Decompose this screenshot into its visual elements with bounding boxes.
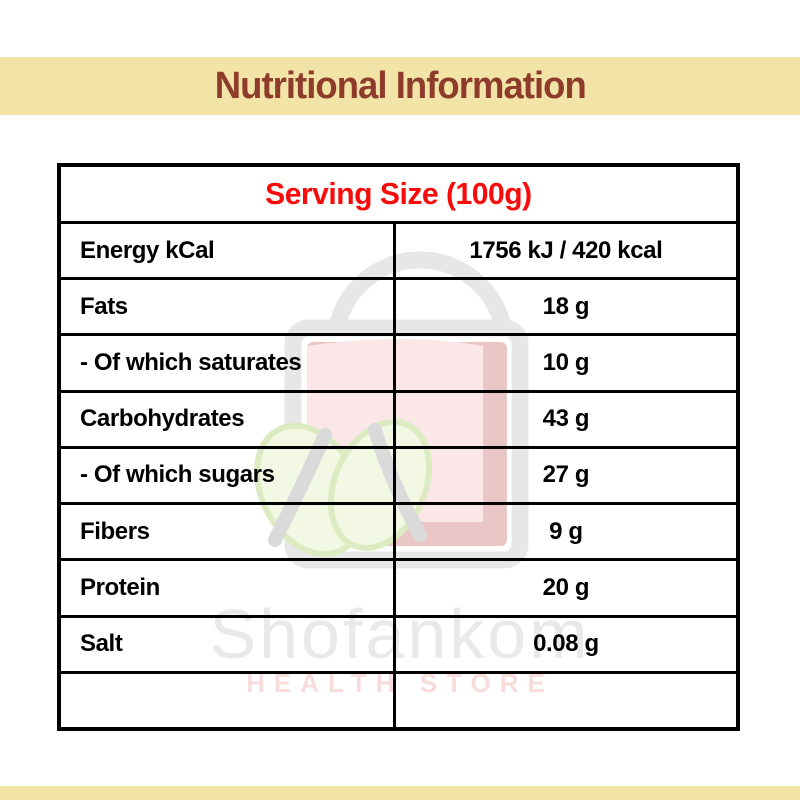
row-label: Salt (80, 630, 123, 658)
row-value: 43 g (542, 405, 590, 433)
row-value: 1756 kJ / 420 kcal (469, 236, 663, 264)
row-label-cell (61, 673, 396, 727)
table-row-salt: Salt 0.08 g (61, 617, 736, 674)
row-value: 10 g (542, 349, 590, 377)
row-label: Energy kCal (80, 236, 215, 264)
row-value-cell (396, 674, 736, 727)
header-band: Nutritional Information (0, 57, 800, 115)
row-label-cell: Fats (61, 280, 396, 334)
row-value: 27 g (542, 461, 590, 489)
row-label-cell: - Of which saturates (61, 336, 396, 390)
row-label-cell: Energy kCal (61, 224, 396, 278)
row-value-cell: 43 g (396, 393, 736, 446)
row-value: 18 g (542, 292, 590, 320)
row-value-cell: 27 g (396, 449, 736, 502)
row-value: 20 g (542, 573, 590, 601)
row-label-cell: Protein (61, 561, 396, 615)
footer-band (0, 786, 800, 800)
row-value-cell: 18 g (396, 280, 736, 333)
page-title: Nutritional Information (214, 64, 586, 107)
row-label: Fibers (80, 517, 150, 545)
row-value-cell: 1756 kJ / 420 kcal (396, 224, 736, 277)
table-row-fibers: Fibers 9 g (61, 505, 736, 562)
row-label: - Of which sugars (80, 461, 275, 489)
table-row-empty (61, 673, 736, 727)
row-label-cell: Carbohydrates (61, 392, 396, 446)
serving-size-header: Serving Size (100g) (61, 167, 736, 224)
table-row-carbohydrates: Carbohydrates 43 g (61, 392, 736, 449)
row-label-cell: - Of which sugars (61, 448, 396, 503)
table-row-sugars: - Of which sugars 27 g (61, 448, 736, 506)
row-label: Fats (80, 292, 128, 320)
row-label: Carbohydrates (80, 405, 245, 433)
row-value-cell: 0.08 g (396, 618, 736, 671)
row-label-cell: Fibers (61, 505, 396, 559)
table-row-protein: Protein 20 g (61, 561, 736, 618)
row-label: - Of which saturates (80, 349, 302, 377)
row-label-cell: Salt (61, 617, 396, 671)
nutrition-table: Serving Size (100g) Energy kCal 1756 kJ … (57, 163, 740, 731)
row-value-cell: 20 g (396, 561, 736, 614)
row-value: 9 g (549, 517, 583, 545)
row-value: 0.08 g (533, 630, 599, 658)
table-row-fats: Fats 18 g (61, 280, 736, 337)
row-value-cell: 10 g (396, 336, 736, 389)
table-row-energy: Energy kCal 1756 kJ / 420 kcal (61, 224, 736, 281)
row-value-cell: 9 g (396, 505, 736, 558)
row-label: Protein (80, 573, 160, 601)
table-row-saturates: - Of which saturates 10 g (61, 336, 736, 393)
serving-size-title: Serving Size (100g) (265, 176, 532, 211)
